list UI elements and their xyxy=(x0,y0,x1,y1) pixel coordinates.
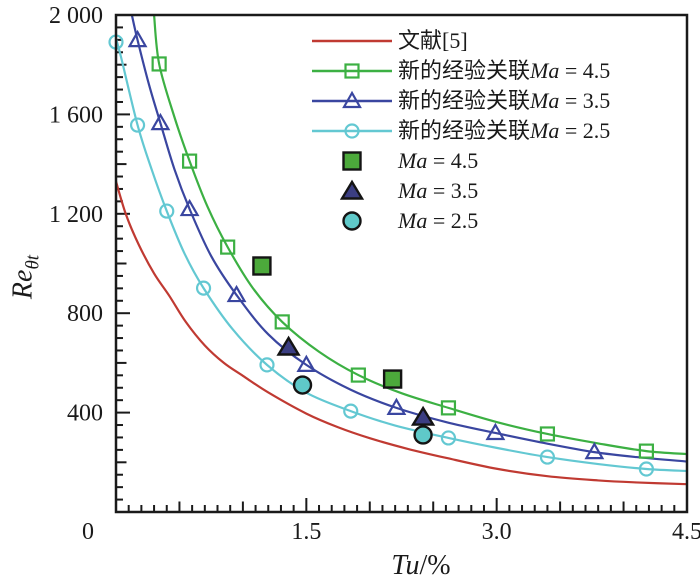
y-tick-label: 2 000 xyxy=(49,3,103,29)
open-triangle-marker xyxy=(296,354,317,372)
y-tick-label: 400 xyxy=(67,401,103,427)
open-square-marker xyxy=(350,367,366,383)
legend-label: 新的经验关联Ma = 2.5 xyxy=(398,118,611,143)
x-tick-label: 1.5 xyxy=(291,519,321,545)
filled-triangle-marker xyxy=(410,405,436,426)
legend-item-correlation-ma45: 新的经验关联Ma = 4.5 xyxy=(310,56,610,86)
legend-label: Ma = 2.5 xyxy=(398,208,479,233)
y-axis-title-main: Re xyxy=(7,269,39,300)
filled-circle-marker xyxy=(292,375,313,395)
open-triangle-marker xyxy=(386,397,407,415)
y-tick-label: 800 xyxy=(67,301,103,327)
axis-ticks xyxy=(117,14,688,511)
filled-circle-marker xyxy=(342,211,362,231)
legend-label: 文献[5] xyxy=(398,28,468,53)
filled-triangle-swatch-icon xyxy=(310,176,398,206)
filled-square-swatch-icon xyxy=(310,146,398,176)
y-axis-title-sub: θt xyxy=(22,254,44,270)
filled-triangle-marker xyxy=(339,179,365,200)
curve-red xyxy=(116,181,687,486)
open-square-marker xyxy=(151,56,167,72)
x-axis-title-italic: Tu xyxy=(391,550,420,581)
open-square-marker xyxy=(220,239,236,255)
x-axis-title: Tu/% xyxy=(391,550,450,582)
x-axis-title-rest: /% xyxy=(419,550,451,581)
legend: 文献[5] 新的经验关联Ma = 4.5 新的经验关联Ma = 3.5 新的经验… xyxy=(310,26,610,236)
legend-item-data-ma25: Ma = 2.5 xyxy=(310,206,610,236)
curve-markers xyxy=(108,29,654,477)
filled-triangle-marker xyxy=(276,335,301,356)
open-triangle-marker xyxy=(342,90,362,109)
x-tick-label: 4.5 xyxy=(672,519,700,545)
filled-square-marker xyxy=(252,256,272,276)
legend-label: Ma = 3.5 xyxy=(398,178,479,203)
open-triangle-marker xyxy=(485,422,506,441)
legend-label: Ma = 4.5 xyxy=(398,148,479,173)
legend-item-correlation-ma25: 新的经验关联Ma = 2.5 xyxy=(310,116,610,146)
open-square-marker xyxy=(638,443,654,459)
cyan-line-open-circle-swatch-icon xyxy=(310,116,398,146)
open-circle-marker xyxy=(129,117,146,133)
legend-item-correlation-ma35: 新的经验关联Ma = 3.5 xyxy=(310,86,610,116)
y-axis-title: Reθt xyxy=(8,255,45,299)
open-square-marker xyxy=(440,400,457,416)
open-triangle-marker xyxy=(584,441,605,460)
curve-cyan xyxy=(116,38,687,473)
open-circle-marker xyxy=(159,203,175,219)
filled-square-marker xyxy=(382,369,403,389)
open-triangle-marker xyxy=(226,284,247,303)
legend-item-data-ma45: Ma = 4.5 xyxy=(310,146,610,176)
open-circle-marker xyxy=(259,357,275,373)
tick-labels: 0 1.5 3.0 4.5 400 800 1 200 1 600 2 000 xyxy=(49,3,700,545)
curve-green xyxy=(152,15,687,456)
y-tick-label: 1 600 xyxy=(49,102,103,128)
open-triangle-marker xyxy=(179,198,200,217)
legend-label: 新的经验关联Ma = 4.5 xyxy=(398,58,611,83)
green-line-open-square-swatch-icon xyxy=(310,56,398,86)
scatter-points xyxy=(252,256,436,445)
open-square-marker xyxy=(181,153,198,169)
filled-square-marker xyxy=(342,151,362,171)
legend-item-reference5: 文献[5] xyxy=(310,26,610,56)
open-circle-marker xyxy=(440,430,457,446)
legend-item-data-ma35: Ma = 3.5 xyxy=(310,176,610,206)
filled-circle-marker xyxy=(413,425,433,445)
open-circle-marker xyxy=(195,280,212,296)
red-line-swatch-icon xyxy=(310,26,398,56)
open-square-marker xyxy=(539,426,556,442)
open-square-marker xyxy=(274,314,290,330)
open-circle-marker xyxy=(344,123,360,139)
x-tick-label: 3.0 xyxy=(482,519,512,545)
legend-label: 新的经验关联Ma = 3.5 xyxy=(398,88,611,113)
plot-frame xyxy=(114,13,689,514)
blue-line-open-triangle-swatch-icon xyxy=(310,86,398,116)
open-triangle-marker xyxy=(150,112,171,131)
filled-circle-swatch-icon xyxy=(310,206,398,236)
open-circle-marker xyxy=(638,461,654,477)
open-square-marker xyxy=(344,63,360,79)
y-tick-label: 1 200 xyxy=(49,202,103,228)
open-circle-marker xyxy=(343,403,359,419)
open-triangle-marker xyxy=(127,29,148,48)
x-tick-label: 0 xyxy=(82,519,94,545)
open-circle-marker xyxy=(539,449,556,465)
